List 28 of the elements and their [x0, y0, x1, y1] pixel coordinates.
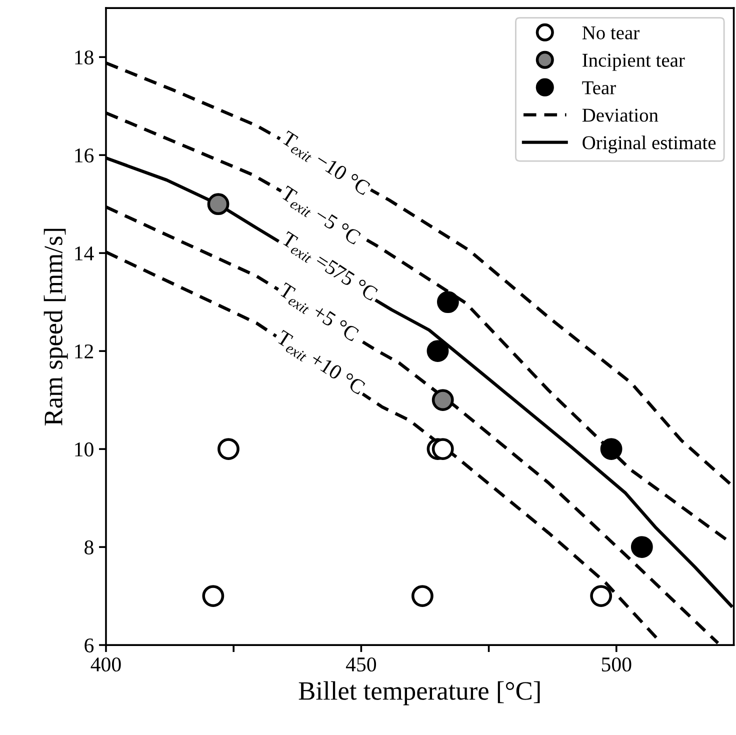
x-tick-label: 400 — [90, 657, 121, 672]
point — [432, 438, 454, 460]
legend-label: Deviation — [582, 108, 658, 122]
point — [432, 389, 454, 412]
point — [437, 291, 459, 314]
point — [207, 193, 230, 216]
y-tick-label: 6 — [84, 638, 94, 652]
x-axis-title: Billet temperature [°C] — [298, 681, 540, 706]
y-tick-label: 10 — [75, 442, 94, 456]
legend-label: Original estimate — [582, 136, 716, 154]
legend-label: Tear — [582, 81, 616, 94]
y-tick-label: 16 — [75, 148, 94, 163]
x-tick-label: 450 — [346, 657, 376, 672]
point — [590, 585, 612, 608]
legend-label: No tear — [582, 26, 640, 40]
point — [426, 340, 449, 362]
legend-label: Incipient tear — [582, 54, 685, 71]
y-tick-label: 12 — [75, 344, 94, 358]
y-tick-label: 14 — [75, 246, 94, 260]
y-tick-label: 18 — [75, 50, 94, 65]
y-axis-title: Ram speed [mm/s] — [44, 228, 68, 426]
y-tick-label: 8 — [84, 540, 94, 554]
point — [218, 438, 240, 460]
point — [202, 585, 224, 608]
x-tick-label: 500 — [602, 657, 632, 672]
point — [411, 585, 434, 608]
point — [630, 536, 653, 558]
point — [600, 438, 622, 460]
